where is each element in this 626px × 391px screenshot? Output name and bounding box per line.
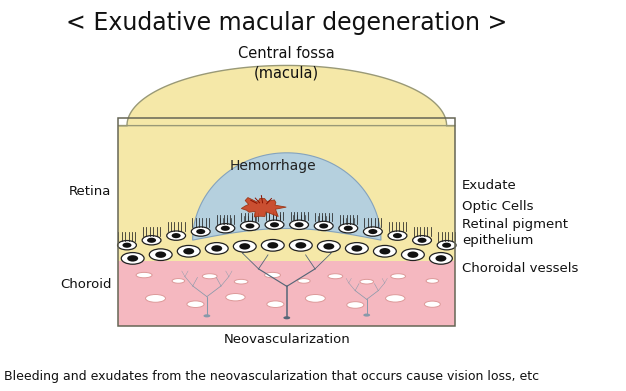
Ellipse shape bbox=[226, 294, 245, 301]
Polygon shape bbox=[118, 65, 455, 126]
Ellipse shape bbox=[240, 221, 259, 231]
Ellipse shape bbox=[408, 251, 418, 258]
Ellipse shape bbox=[205, 242, 228, 254]
Ellipse shape bbox=[393, 233, 402, 238]
Ellipse shape bbox=[379, 248, 391, 255]
Ellipse shape bbox=[127, 255, 138, 262]
Ellipse shape bbox=[360, 279, 374, 284]
Text: Neovascularization: Neovascularization bbox=[223, 333, 350, 346]
Ellipse shape bbox=[351, 245, 362, 252]
Ellipse shape bbox=[284, 316, 290, 319]
Text: Hemorrhage: Hemorrhage bbox=[229, 160, 316, 173]
Text: Choroid: Choroid bbox=[60, 278, 111, 291]
Ellipse shape bbox=[436, 255, 446, 262]
Ellipse shape bbox=[426, 278, 439, 283]
Ellipse shape bbox=[267, 301, 284, 307]
Ellipse shape bbox=[267, 242, 279, 249]
Ellipse shape bbox=[145, 294, 165, 302]
Ellipse shape bbox=[297, 278, 310, 283]
Ellipse shape bbox=[221, 226, 230, 231]
Ellipse shape bbox=[368, 229, 377, 234]
Text: Bleeding and exudates from the neovascularization that occurs cause vision loss,: Bleeding and exudates from the neovascul… bbox=[4, 369, 540, 382]
Ellipse shape bbox=[347, 302, 364, 308]
Ellipse shape bbox=[442, 243, 451, 248]
Ellipse shape bbox=[290, 220, 309, 230]
Ellipse shape bbox=[155, 251, 166, 258]
Ellipse shape bbox=[418, 238, 426, 243]
Polygon shape bbox=[241, 197, 286, 217]
Ellipse shape bbox=[233, 240, 256, 252]
Ellipse shape bbox=[121, 253, 144, 264]
Ellipse shape bbox=[386, 295, 405, 302]
Ellipse shape bbox=[319, 223, 328, 228]
Ellipse shape bbox=[149, 249, 172, 260]
Ellipse shape bbox=[363, 314, 370, 317]
Ellipse shape bbox=[374, 246, 396, 257]
Text: Optic Cells: Optic Cells bbox=[462, 200, 533, 213]
Ellipse shape bbox=[265, 273, 280, 278]
Text: Retina: Retina bbox=[69, 185, 111, 198]
Ellipse shape bbox=[424, 301, 440, 307]
Ellipse shape bbox=[437, 240, 456, 250]
Ellipse shape bbox=[172, 233, 181, 238]
Ellipse shape bbox=[245, 223, 254, 228]
Ellipse shape bbox=[142, 236, 161, 245]
Ellipse shape bbox=[344, 226, 353, 231]
Ellipse shape bbox=[147, 238, 156, 243]
Ellipse shape bbox=[202, 274, 217, 279]
Ellipse shape bbox=[192, 227, 210, 236]
Ellipse shape bbox=[234, 279, 248, 284]
Text: Central fossa
(macula): Central fossa (macula) bbox=[239, 46, 335, 81]
Ellipse shape bbox=[314, 221, 333, 231]
Text: Choroidal vessels: Choroidal vessels bbox=[462, 262, 578, 275]
Ellipse shape bbox=[429, 253, 453, 264]
Ellipse shape bbox=[391, 274, 406, 279]
Ellipse shape bbox=[183, 248, 194, 255]
Text: Exudate: Exudate bbox=[462, 179, 517, 192]
Polygon shape bbox=[193, 153, 381, 240]
Ellipse shape bbox=[123, 243, 131, 248]
Polygon shape bbox=[118, 126, 455, 262]
Ellipse shape bbox=[401, 249, 424, 260]
Ellipse shape bbox=[118, 240, 136, 250]
Ellipse shape bbox=[270, 222, 279, 227]
Ellipse shape bbox=[295, 222, 304, 227]
Text: Retinal pigment
epithelium: Retinal pigment epithelium bbox=[462, 218, 568, 247]
Polygon shape bbox=[118, 262, 455, 326]
Ellipse shape bbox=[413, 236, 431, 245]
Ellipse shape bbox=[196, 229, 205, 234]
Ellipse shape bbox=[339, 224, 357, 233]
Ellipse shape bbox=[346, 242, 368, 254]
Ellipse shape bbox=[211, 245, 222, 252]
Ellipse shape bbox=[216, 224, 235, 233]
Ellipse shape bbox=[239, 243, 250, 249]
Ellipse shape bbox=[388, 231, 407, 240]
Ellipse shape bbox=[203, 314, 210, 317]
Text: < Exudative macular degeneration >: < Exudative macular degeneration > bbox=[66, 11, 508, 35]
Ellipse shape bbox=[328, 274, 343, 279]
Ellipse shape bbox=[177, 246, 200, 257]
Ellipse shape bbox=[265, 220, 284, 230]
Ellipse shape bbox=[305, 294, 326, 302]
Ellipse shape bbox=[187, 301, 204, 307]
Ellipse shape bbox=[364, 227, 382, 236]
Ellipse shape bbox=[324, 243, 334, 249]
Ellipse shape bbox=[262, 240, 284, 251]
Ellipse shape bbox=[289, 240, 312, 251]
Ellipse shape bbox=[136, 273, 152, 278]
Ellipse shape bbox=[172, 278, 185, 283]
Ellipse shape bbox=[167, 231, 185, 240]
Ellipse shape bbox=[295, 242, 306, 249]
Ellipse shape bbox=[317, 240, 341, 252]
